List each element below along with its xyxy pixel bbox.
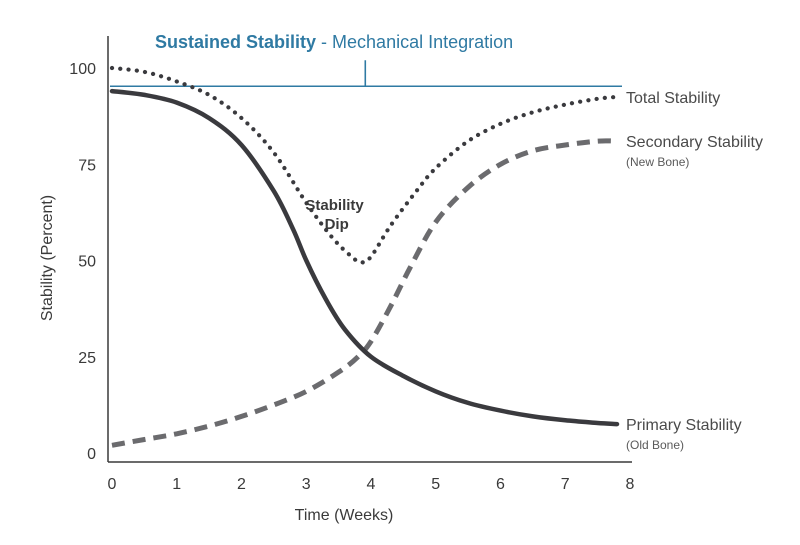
x-tick-group: 0 1 2 3 4 5 6 7 8 xyxy=(108,476,635,493)
secondary-stability-line xyxy=(111,138,618,448)
x-tick-label: 2 xyxy=(237,476,246,493)
x-tick-label: 6 xyxy=(496,476,505,493)
x-tick-label: 8 xyxy=(626,476,635,493)
chart-title-rest: - Mechanical Integration xyxy=(316,32,513,52)
y-tick-label: 25 xyxy=(78,350,96,367)
y-tick-label: 100 xyxy=(69,61,96,78)
x-tick-label: 7 xyxy=(561,476,570,493)
x-axis-label: Time (Weeks) xyxy=(295,507,394,524)
y-tick-label: 75 xyxy=(78,157,96,174)
x-tick-label: 3 xyxy=(302,476,311,493)
primary-stability-line xyxy=(109,88,620,427)
series-group xyxy=(109,65,620,448)
total-stability-line xyxy=(109,65,620,265)
annotation-line-2: Dip xyxy=(325,216,349,233)
x-tick-label: 4 xyxy=(367,476,376,493)
y-tick-label: 50 xyxy=(78,254,96,271)
series-label-group: Total Stability Secondary Stability (New B… xyxy=(626,90,763,452)
primary-stability-sublabel: (Old Bone) xyxy=(626,438,684,452)
x-tick-label: 1 xyxy=(172,476,181,493)
primary-stability-label: Primary Stability xyxy=(626,417,742,434)
secondary-stability-label: Secondary Stability xyxy=(626,134,763,151)
x-tick-label: 5 xyxy=(431,476,440,493)
chart-title: Sustained Stability - Mechanical Integra… xyxy=(155,32,513,52)
y-axis-label: Stability (Percent) xyxy=(39,195,56,321)
annotation-line-1: Stability xyxy=(305,197,364,214)
total-stability-label: Total Stability xyxy=(626,90,720,107)
secondary-stability-sublabel: (New Bone) xyxy=(626,155,689,169)
y-tick-group: 100 75 50 25 0 xyxy=(69,61,96,463)
y-tick-label: 0 xyxy=(87,446,96,463)
stability-dip-annotation: Stability Dip xyxy=(305,197,368,233)
x-tick-label: 0 xyxy=(108,476,117,493)
chart-title-strong: Sustained Stability xyxy=(155,32,316,52)
